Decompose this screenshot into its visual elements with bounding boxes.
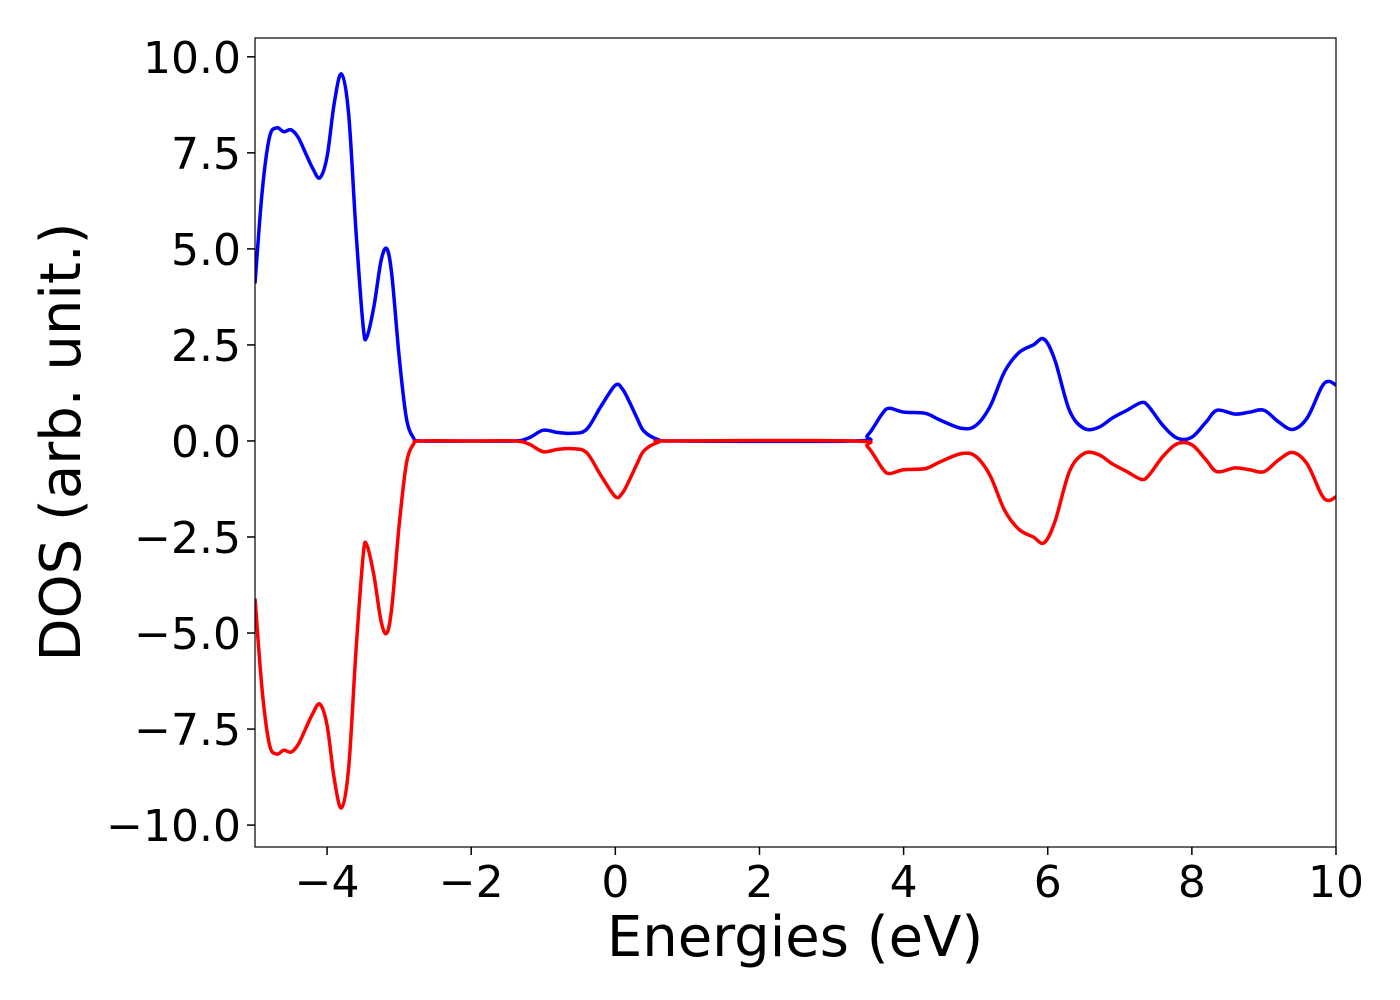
x-tick-label: 2 [745, 857, 773, 908]
x-tick-label: 6 [1034, 857, 1062, 908]
y-tick-label: −5.0 [134, 609, 241, 660]
y-tick-label: −2.5 [134, 513, 241, 564]
x-axis-label: Energies (eV) [607, 905, 983, 970]
x-tick-label: 4 [890, 857, 918, 908]
x-tick-label: −4 [295, 857, 360, 908]
y-tick-label: −7.5 [134, 705, 241, 756]
y-tick-label: −10.0 [106, 801, 241, 852]
y-tick-label: 0.0 [171, 417, 241, 468]
y-tick-label: 5.0 [171, 225, 241, 276]
y-axis-label: DOS (arb. unit.) [29, 222, 94, 661]
y-tick-label: 2.5 [171, 321, 241, 372]
line-series [255, 438, 1336, 810]
y-tick-label: 7.5 [171, 129, 241, 180]
y-tick-label: 10.0 [143, 33, 241, 84]
x-tick-label: 10 [1308, 857, 1364, 908]
plot-frame [254, 37, 1337, 848]
line-series [255, 72, 1336, 444]
x-tick-label: 0 [601, 857, 629, 908]
x-tick-label: 8 [1178, 857, 1206, 908]
x-tick-label: −2 [439, 857, 504, 908]
